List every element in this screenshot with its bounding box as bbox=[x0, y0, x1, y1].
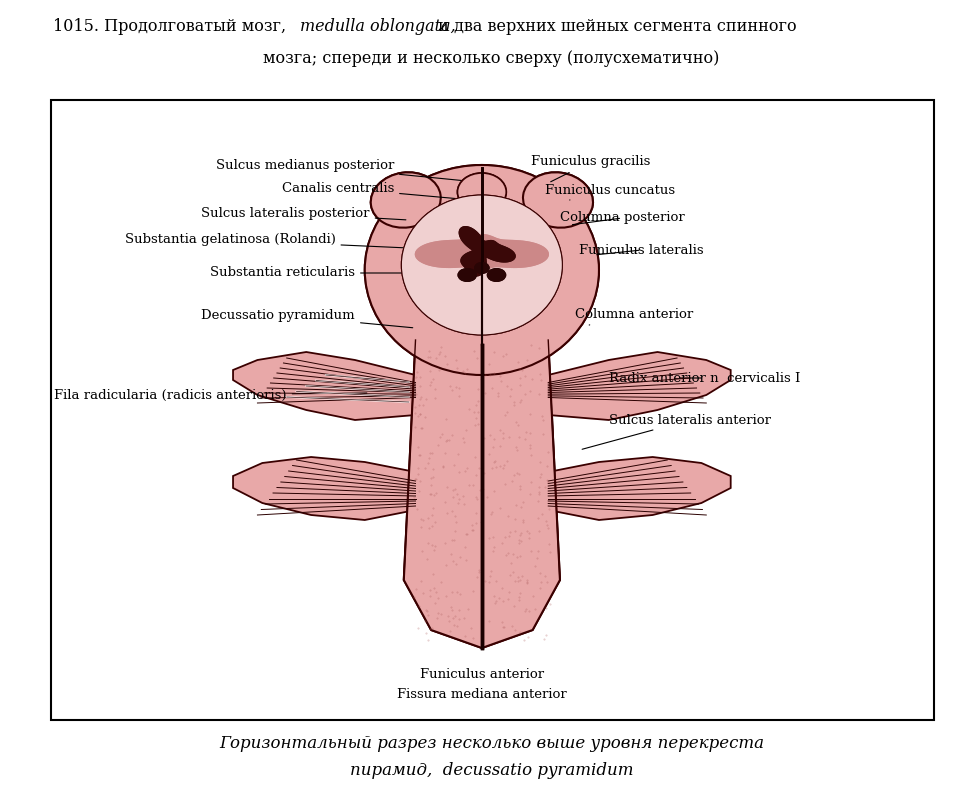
Text: Columna anterior: Columna anterior bbox=[575, 308, 693, 325]
Ellipse shape bbox=[523, 172, 593, 228]
Ellipse shape bbox=[371, 172, 441, 228]
Text: мозга; спереди и несколько сверху (полусхематично): мозга; спереди и несколько сверху (полус… bbox=[263, 50, 720, 67]
Polygon shape bbox=[548, 352, 731, 420]
Text: Substantia reticularis: Substantia reticularis bbox=[210, 267, 411, 280]
Text: 1015. Продолговатый мозг,: 1015. Продолговатый мозг, bbox=[53, 18, 291, 35]
Ellipse shape bbox=[474, 262, 490, 274]
Bar bbox=[51, 100, 934, 720]
Ellipse shape bbox=[487, 268, 506, 282]
Text: Funiculus gracilis: Funiculus gracilis bbox=[531, 156, 650, 182]
Text: Sulcus lateralis posterior: Sulcus lateralis posterior bbox=[202, 207, 406, 220]
Text: Sulcus medianus posterior: Sulcus medianus posterior bbox=[216, 158, 474, 182]
Text: medulla oblongata,: medulla oblongata, bbox=[300, 18, 456, 35]
Polygon shape bbox=[416, 234, 548, 270]
Ellipse shape bbox=[458, 268, 477, 282]
Ellipse shape bbox=[458, 268, 477, 282]
Polygon shape bbox=[233, 352, 416, 420]
Polygon shape bbox=[233, 457, 416, 520]
Ellipse shape bbox=[523, 172, 593, 228]
Text: Funiculus anterior: Funiculus anterior bbox=[420, 668, 544, 681]
Text: Горизонтальный разрез несколько выше уровня перекреста: Горизонтальный разрез несколько выше уро… bbox=[219, 735, 764, 752]
Ellipse shape bbox=[487, 268, 506, 282]
Ellipse shape bbox=[458, 173, 506, 211]
Ellipse shape bbox=[474, 262, 490, 274]
Text: Columna posterior: Columna posterior bbox=[560, 212, 684, 225]
Text: Canalis centralis: Canalis centralis bbox=[281, 182, 469, 200]
Ellipse shape bbox=[401, 195, 563, 335]
Text: Fila radicularia (radicis anterioris): Fila radicularia (radicis anterioris) bbox=[54, 388, 367, 401]
Polygon shape bbox=[404, 340, 560, 648]
Polygon shape bbox=[404, 340, 560, 648]
Ellipse shape bbox=[371, 172, 441, 228]
Text: Decussatio pyramidum: Decussatio pyramidum bbox=[202, 308, 413, 328]
Ellipse shape bbox=[458, 173, 506, 211]
Polygon shape bbox=[548, 457, 731, 520]
Text: Funiculus cuncatus: Funiculus cuncatus bbox=[545, 183, 676, 200]
Text: Radix anterior n  cervicalis I: Radix anterior n cervicalis I bbox=[609, 371, 800, 384]
Polygon shape bbox=[459, 227, 516, 276]
Text: Funiculus lateralis: Funiculus lateralis bbox=[580, 243, 704, 256]
Polygon shape bbox=[416, 234, 548, 270]
Text: Fissura mediana anterior: Fissura mediana anterior bbox=[397, 688, 566, 701]
Ellipse shape bbox=[365, 165, 599, 375]
Text: пирамид,  decussatio pyramidum: пирамид, decussatio pyramidum bbox=[349, 762, 634, 779]
Text: Substantia gelatinosa (Rolandi): Substantia gelatinosa (Rolandi) bbox=[125, 234, 406, 248]
Polygon shape bbox=[459, 227, 516, 276]
Text: и два верхних шейных сегментa спинного: и два верхних шейных сегментa спинного bbox=[433, 18, 797, 35]
Ellipse shape bbox=[401, 195, 563, 335]
Text: Sulcus lateralis anterior: Sulcus lateralis anterior bbox=[582, 414, 771, 449]
Ellipse shape bbox=[365, 165, 599, 375]
